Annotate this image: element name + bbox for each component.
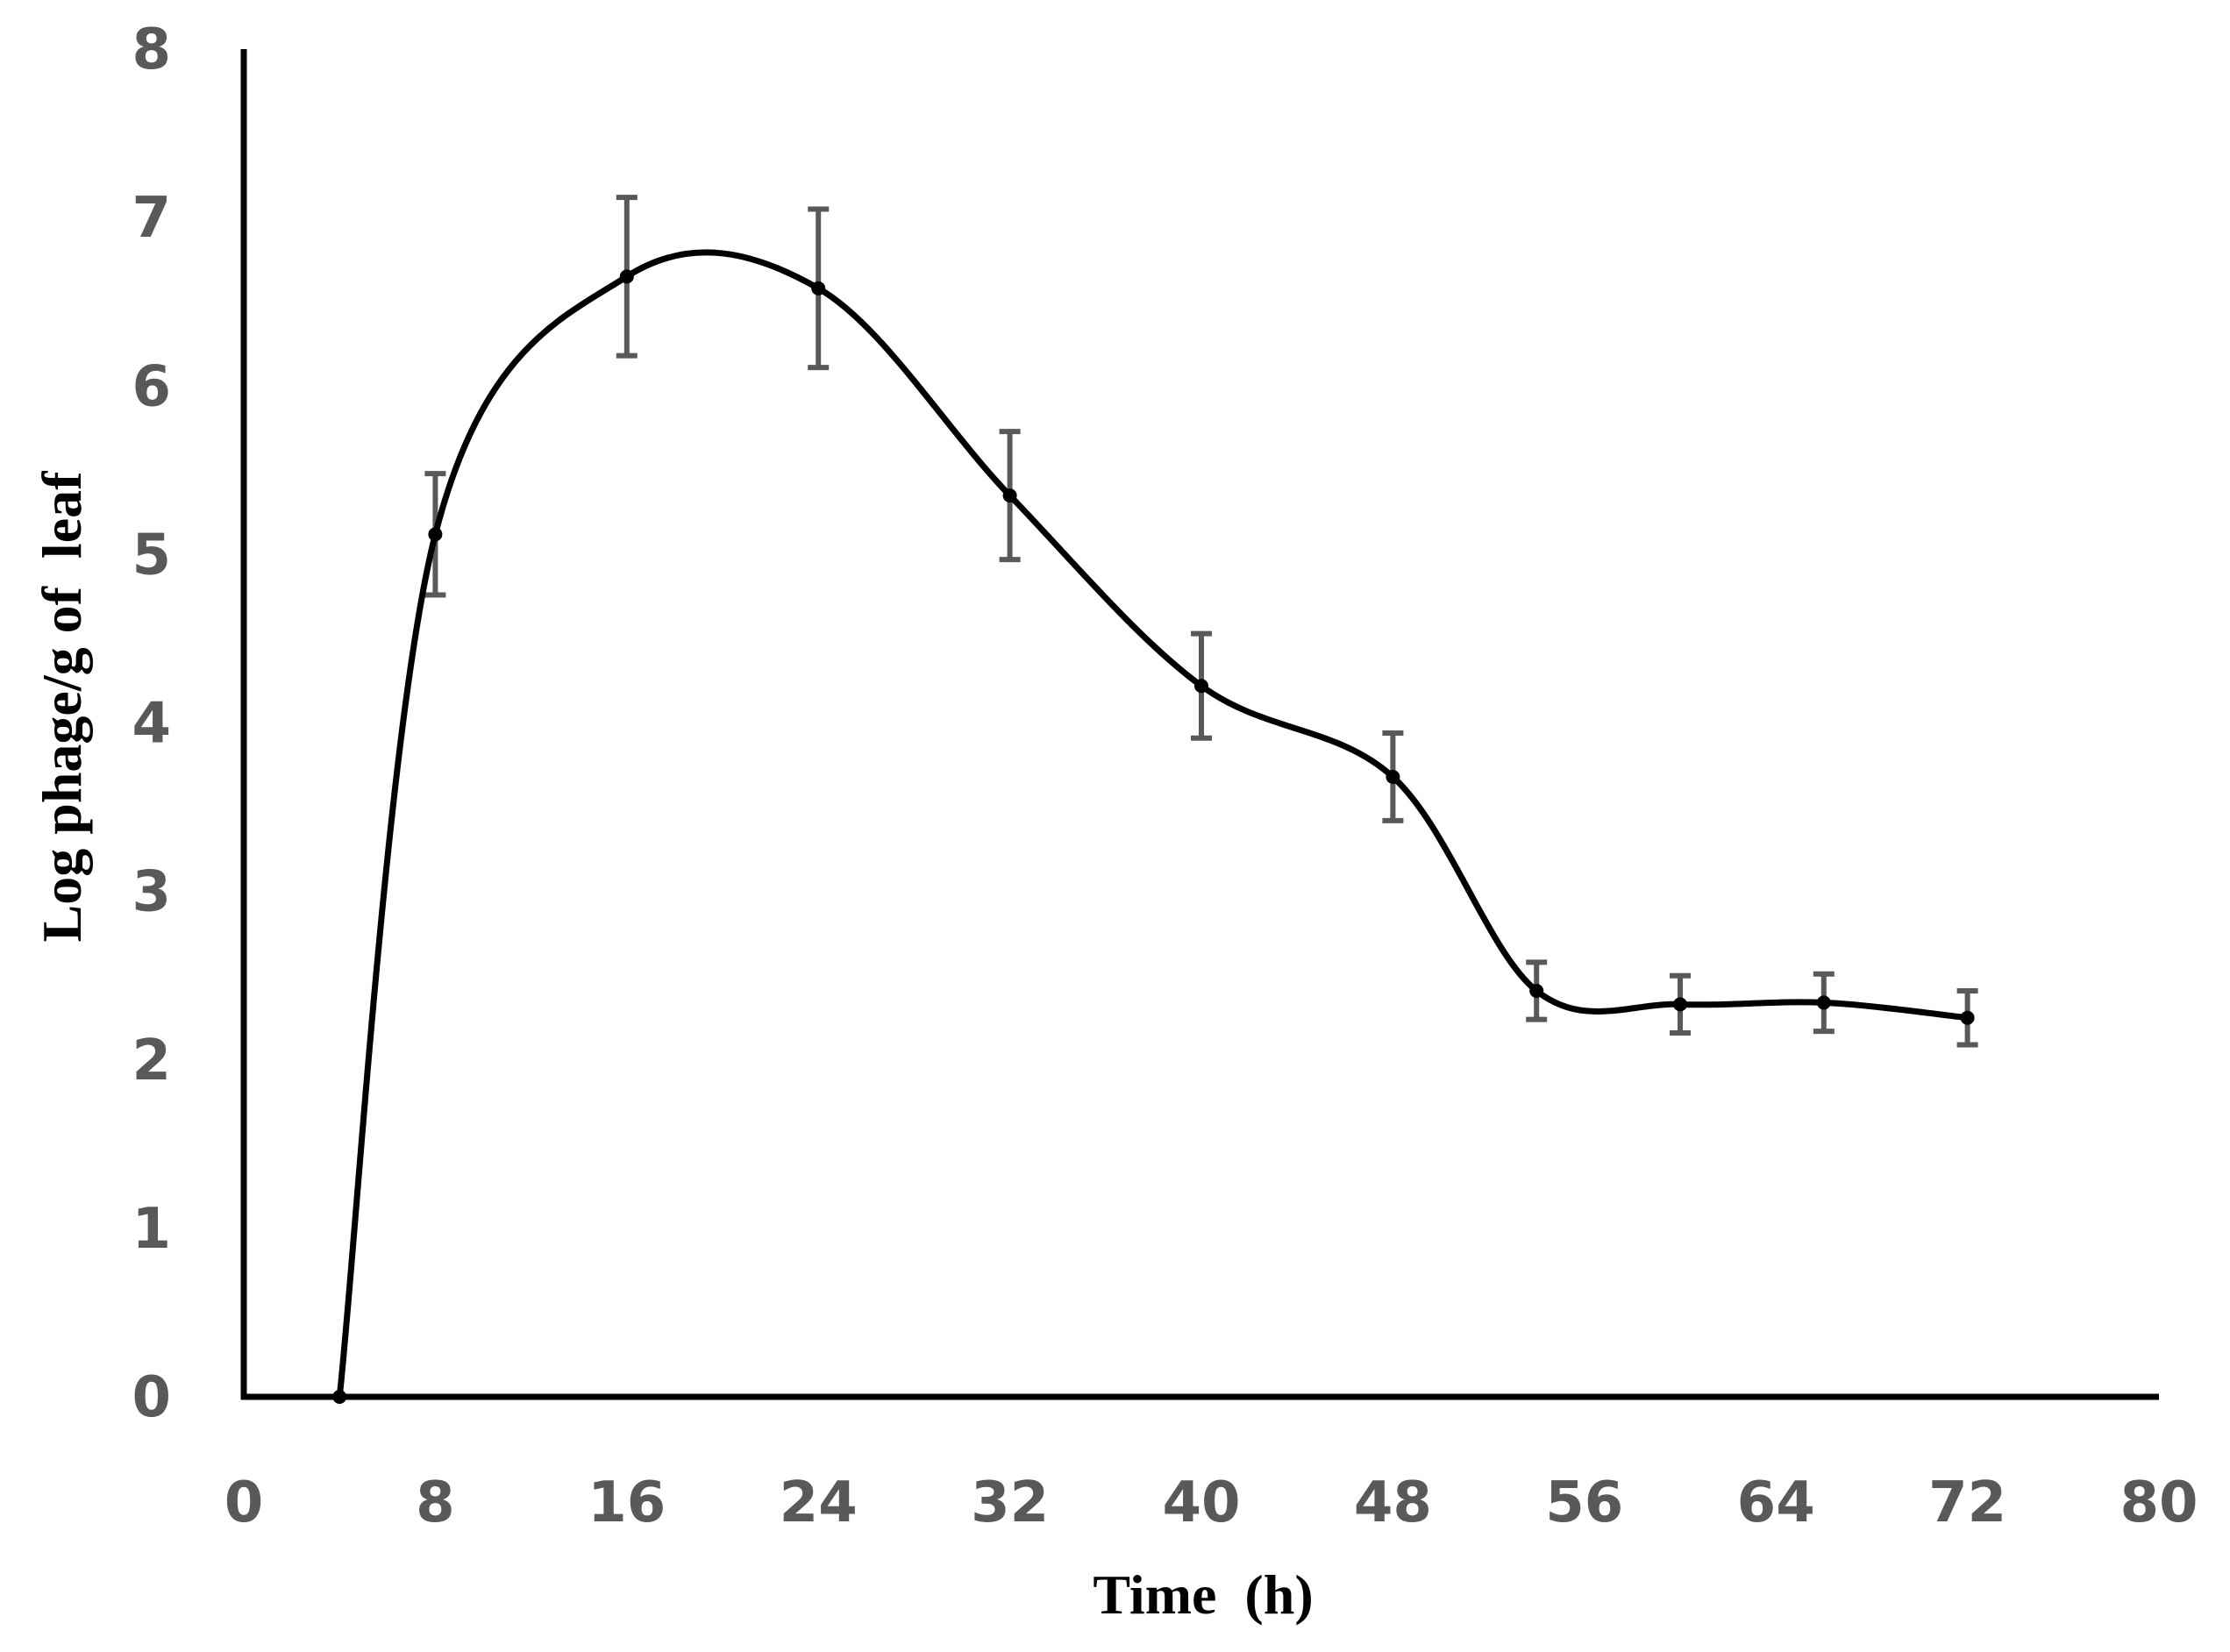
x-tick-label-48: 48 xyxy=(1354,1470,1432,1535)
axes-group xyxy=(240,49,2159,1400)
x-tick-label-72: 72 xyxy=(1928,1470,2006,1535)
y-tick-label-6: 6 xyxy=(132,354,171,419)
y-tick-label-5: 5 xyxy=(132,523,171,587)
x-tick-labels-group: 0 8 16 24 32 40 48 56 64 72 80 xyxy=(224,1470,2198,1535)
series-line-group xyxy=(336,249,1971,1400)
x-tick-label-40: 40 xyxy=(1162,1470,1240,1535)
x-tick-label-80: 80 xyxy=(2120,1470,2198,1535)
x-tick-label-32: 32 xyxy=(971,1470,1049,1535)
x-tick-label-16: 16 xyxy=(588,1470,666,1535)
data-point-72 xyxy=(1960,1010,1975,1025)
data-point-54 xyxy=(1529,983,1544,998)
y-tick-label-3: 3 xyxy=(132,860,171,925)
x-tick-label-64: 64 xyxy=(1737,1470,1815,1535)
data-point-66 xyxy=(1816,995,1831,1010)
x-tick-label-56: 56 xyxy=(1545,1470,1623,1535)
series-line-phage xyxy=(336,249,1971,1400)
error-bars-group xyxy=(424,195,1978,1048)
y-tick-label-2: 2 xyxy=(132,1029,171,1093)
data-point-60 xyxy=(1673,997,1687,1012)
data-points-group xyxy=(332,269,1975,1404)
data-point-24 xyxy=(811,281,826,296)
x-tick-label-24: 24 xyxy=(780,1470,858,1535)
x-axis-title: Time (h) xyxy=(1093,1563,1313,1626)
data-point-32 xyxy=(1002,488,1017,503)
x-tick-label-8: 8 xyxy=(416,1470,455,1535)
y-axis-title: Log phage/g of leaf xyxy=(31,471,93,943)
data-point-40 xyxy=(1194,679,1208,694)
x-tick-label-0: 0 xyxy=(224,1470,264,1535)
y-tick-label-1: 1 xyxy=(132,1197,171,1262)
data-point-8 xyxy=(428,527,443,542)
data-point-48 xyxy=(1386,769,1400,784)
y-tick-label-7: 7 xyxy=(132,186,171,251)
y-tick-label-0: 0 xyxy=(132,1365,171,1430)
y-tick-label-8: 8 xyxy=(132,18,171,82)
data-point-16 xyxy=(619,269,634,284)
y-tick-labels-group: 0 1 2 3 4 5 6 7 8 xyxy=(132,18,171,1430)
y-tick-label-4: 4 xyxy=(132,692,171,757)
